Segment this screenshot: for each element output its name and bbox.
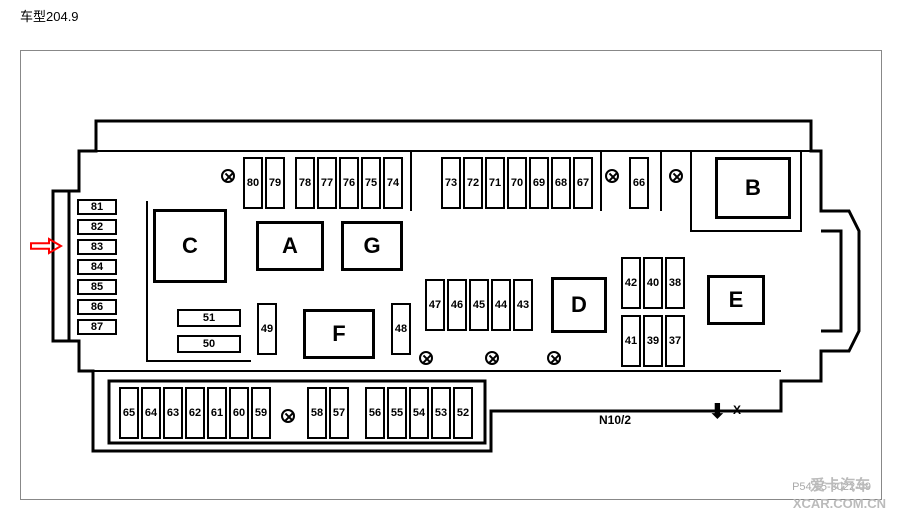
fuse-71: 71 [485,157,505,209]
fuse-63: 63 [163,387,183,439]
fuse-76: 76 [339,157,359,209]
fuse-83: 83 [77,239,117,255]
fuse-56: 56 [365,387,385,439]
fuse-42: 42 [621,257,641,309]
module-D: D [551,277,607,333]
fuse-77: 77 [317,157,337,209]
connector-label: N10/2 [599,413,631,427]
fuse-65: 65 [119,387,139,439]
fuse-45: 45 [469,279,489,331]
screw-icon [485,351,499,365]
fuse-74: 74 [383,157,403,209]
fuse-73: 73 [441,157,461,209]
fuse-54: 54 [409,387,429,439]
watermark-en: XCAR.COM.CN [793,496,886,511]
fuse-47: 47 [425,279,445,331]
screw-icon [419,351,433,365]
fuse-43: 43 [513,279,533,331]
fuse-61: 61 [207,387,227,439]
module-F: F [303,309,375,359]
fusebox-diagram: A B C D E FG 80797877767574 73727170696867 66 81… [21,51,881,499]
fuse-79: 79 [265,157,285,209]
fuse-53: 53 [431,387,451,439]
fuse-50: 50 [177,335,241,353]
fuse-82: 82 [77,219,117,235]
module-E: E [707,275,765,325]
module-B: B [715,157,791,219]
screw-icon [281,409,295,423]
fuse-60: 60 [229,387,249,439]
fuse-58: 58 [307,387,327,439]
module-C: C [153,209,227,283]
fuse-84: 84 [77,259,117,275]
fuse-52: 52 [453,387,473,439]
fuse-80: 80 [243,157,263,209]
fuse-69: 69 [529,157,549,209]
x-arrow-icon: ⬇ [709,399,726,424]
fuse-49: 49 [257,303,277,355]
fuse-37: 37 [665,315,685,367]
fuse-44: 44 [491,279,511,331]
fuse-39: 39 [643,315,663,367]
fuse-51: 51 [177,309,241,327]
fuse-78: 78 [295,157,315,209]
fuse-57: 57 [329,387,349,439]
fuse-41: 41 [621,315,641,367]
screw-icon [221,169,235,183]
fuse-66: 66 [629,157,649,209]
fuse-87: 87 [77,319,117,335]
diagram-frame: A B C D E FG 80797877767574 73727170696867 66 81… [20,50,882,500]
fuse-64: 64 [141,387,161,439]
screw-icon [547,351,561,365]
fuse-68: 68 [551,157,571,209]
fuse-46: 46 [447,279,467,331]
fuse-70: 70 [507,157,527,209]
fuse-86: 86 [77,299,117,315]
screw-icon [669,169,683,183]
fuse-59: 59 [251,387,271,439]
fuse-48: 48 [391,303,411,355]
fuse-67: 67 [573,157,593,209]
x-label: X [733,403,741,417]
module-A: A [256,221,324,271]
screw-icon [605,169,619,183]
fuse-75: 75 [361,157,381,209]
page-title: 车型204.9 [20,6,79,25]
module-G: G [341,221,403,271]
fuse-40: 40 [643,257,663,309]
fuse-38: 38 [665,257,685,309]
fuse-72: 72 [463,157,483,209]
fuse-81: 81 [77,199,117,215]
fuse-85: 85 [77,279,117,295]
fuse-55: 55 [387,387,407,439]
watermark-cn: 爱卡汽车 [810,474,870,495]
fuse-62: 62 [185,387,205,439]
